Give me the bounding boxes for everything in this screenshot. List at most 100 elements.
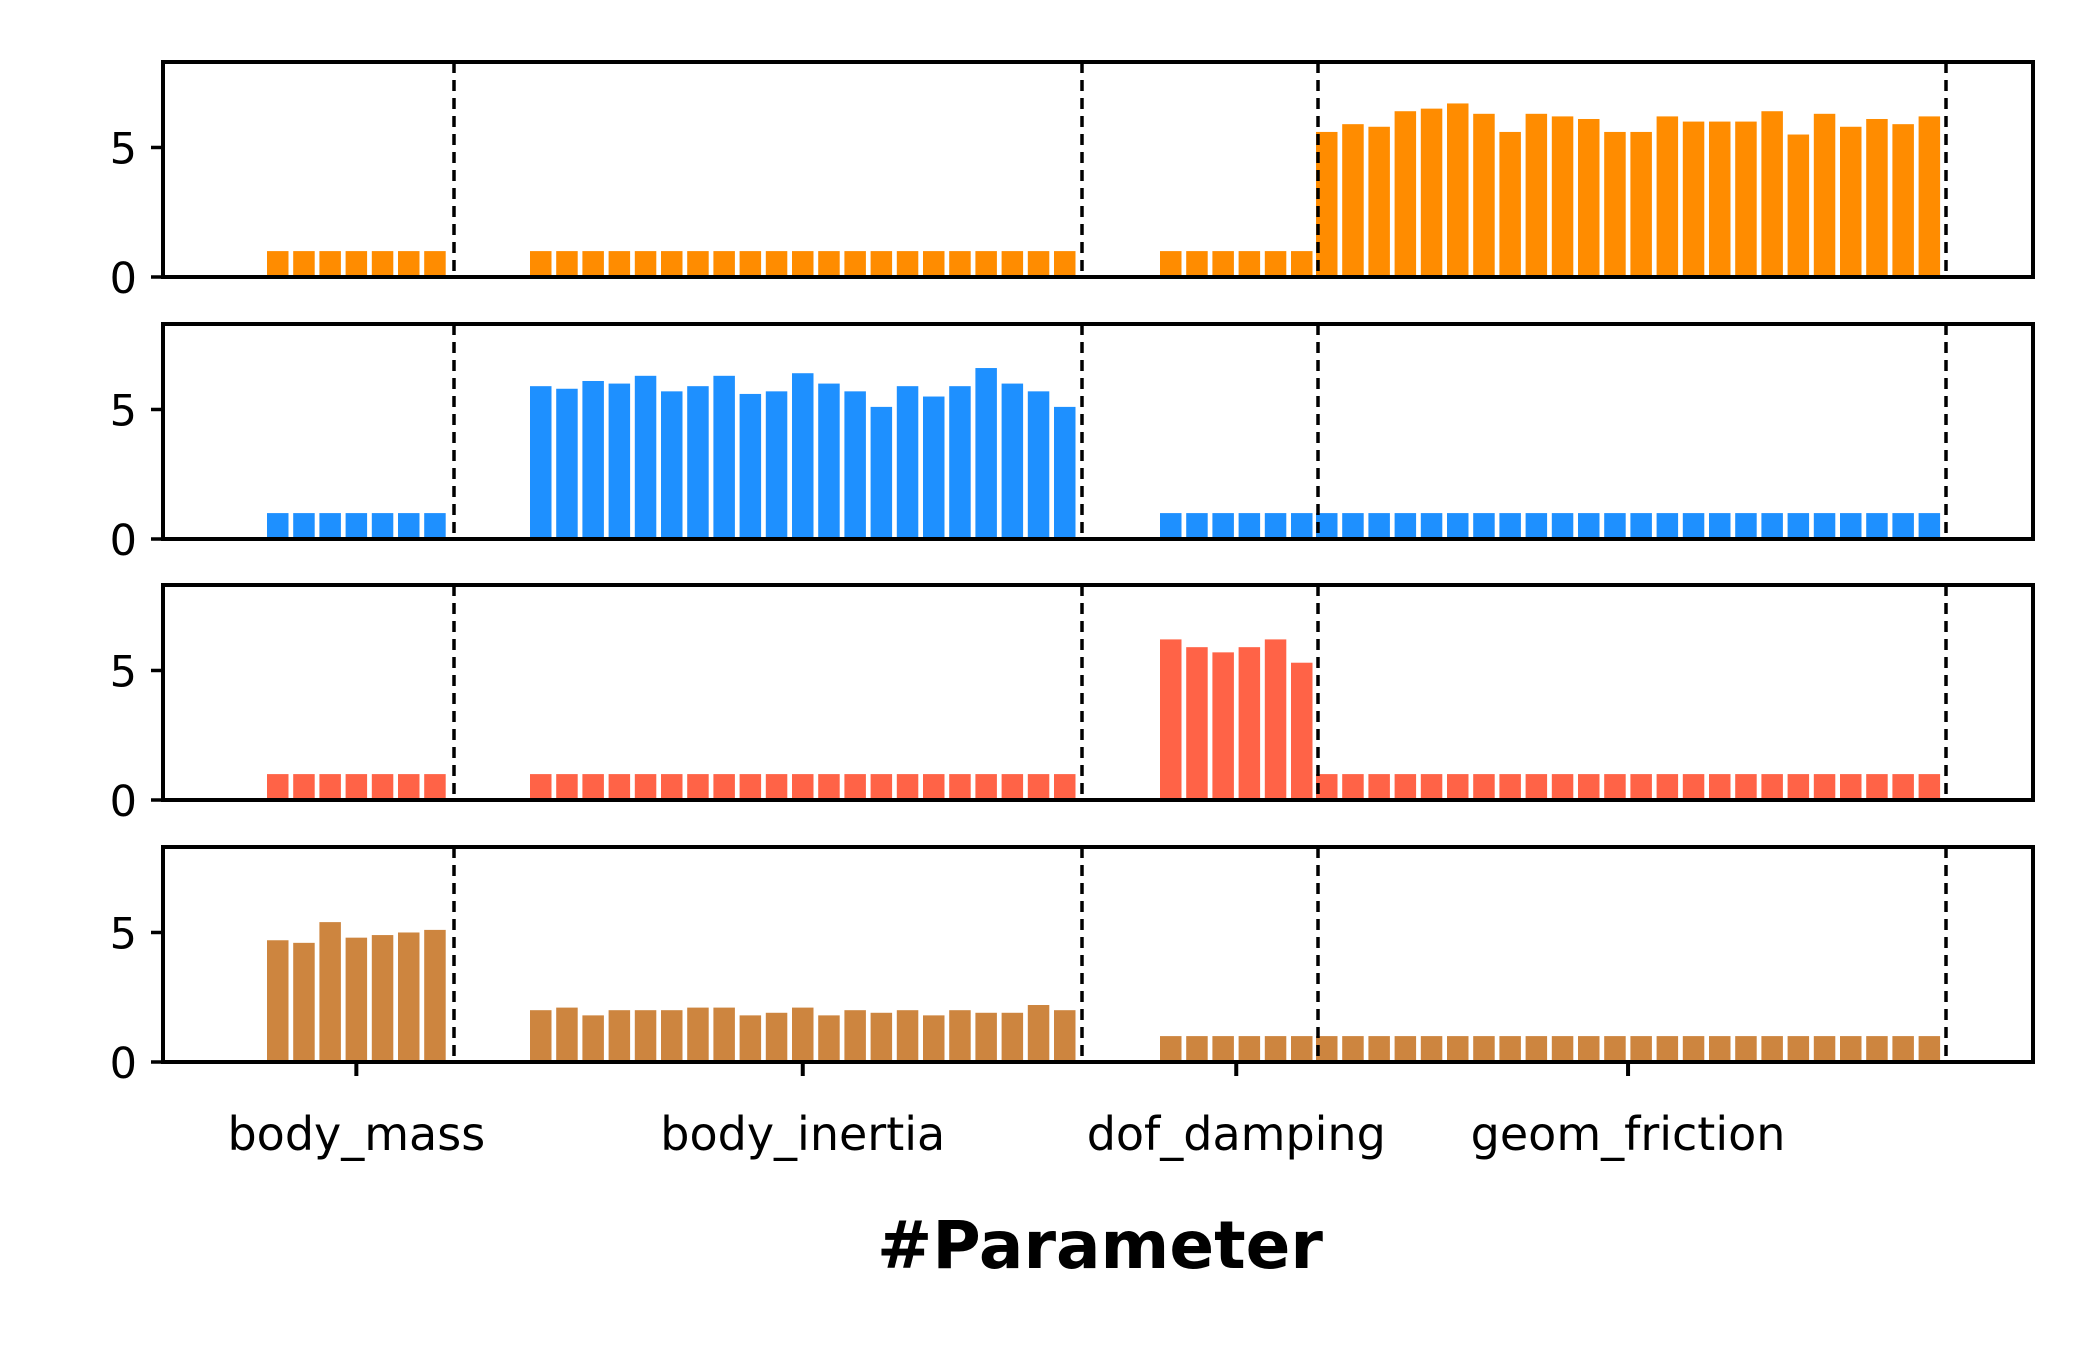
bar xyxy=(1186,251,1208,277)
bar xyxy=(844,774,866,800)
bar xyxy=(1682,1036,1705,1062)
bar xyxy=(1630,513,1652,539)
bar xyxy=(1840,774,1862,800)
panel-4: 05 xyxy=(110,845,2035,1089)
bar xyxy=(765,1012,788,1062)
bar xyxy=(1813,1036,1836,1062)
bar xyxy=(1316,774,1338,800)
bar xyxy=(1186,513,1208,539)
bar xyxy=(1342,774,1364,800)
bar xyxy=(634,251,657,277)
bar xyxy=(371,935,394,1062)
bar xyxy=(371,251,394,277)
bar xyxy=(1447,1036,1469,1062)
bar xyxy=(1813,774,1836,800)
bar xyxy=(1054,251,1076,277)
bar xyxy=(267,940,289,1062)
bar xyxy=(949,1010,971,1062)
bar xyxy=(1291,1036,1313,1062)
bar xyxy=(713,1007,735,1062)
bar xyxy=(371,513,394,539)
bar xyxy=(739,251,762,277)
bar xyxy=(661,1010,683,1062)
bar xyxy=(1578,774,1600,800)
y-tick-label: 5 xyxy=(110,386,137,436)
bar xyxy=(1866,1036,1888,1062)
bar xyxy=(818,251,840,277)
bar xyxy=(1212,251,1234,277)
bar xyxy=(1892,774,1914,800)
bar xyxy=(1630,1036,1652,1062)
bar xyxy=(556,774,578,800)
bar xyxy=(1918,774,1941,800)
bar xyxy=(792,774,814,800)
bar xyxy=(1787,1036,1810,1062)
bar xyxy=(923,1015,945,1062)
bar xyxy=(1054,406,1076,539)
bar xyxy=(844,391,866,539)
bar xyxy=(1001,251,1024,277)
bar xyxy=(1420,513,1443,539)
bar xyxy=(1551,1036,1574,1062)
bar xyxy=(739,393,762,539)
bar xyxy=(1813,513,1836,539)
bar xyxy=(1001,774,1024,800)
bar xyxy=(1787,513,1810,539)
bar xyxy=(687,251,709,277)
y-tick-label: 5 xyxy=(110,124,137,174)
bar xyxy=(1735,1036,1757,1062)
bar xyxy=(1866,513,1888,539)
x-tick-label: body_inertia xyxy=(660,1107,945,1161)
bar xyxy=(634,1010,657,1062)
bar xyxy=(687,1007,709,1062)
bar xyxy=(1186,1036,1208,1062)
bar xyxy=(1761,1036,1783,1062)
bar xyxy=(1160,639,1182,800)
bar xyxy=(975,251,997,277)
bar xyxy=(1212,652,1234,800)
bar xyxy=(1892,124,1914,277)
bar xyxy=(267,513,289,539)
bar xyxy=(1160,513,1182,539)
bar xyxy=(1447,103,1469,277)
bar xyxy=(319,251,341,277)
bar xyxy=(1787,774,1810,800)
bar xyxy=(1212,513,1234,539)
bar xyxy=(1238,251,1261,277)
bar xyxy=(424,513,446,539)
bar xyxy=(949,774,971,800)
bar xyxy=(1342,513,1364,539)
bar xyxy=(1368,774,1390,800)
bar xyxy=(896,251,919,277)
bar xyxy=(1238,513,1261,539)
bar xyxy=(1316,1036,1338,1062)
bar xyxy=(1291,513,1313,539)
bar xyxy=(293,251,315,277)
panel-frame xyxy=(161,845,2035,1064)
bar xyxy=(896,1010,919,1062)
bar xyxy=(398,251,420,277)
bar xyxy=(1160,251,1182,277)
bar xyxy=(1368,513,1390,539)
bar xyxy=(818,383,840,539)
bar xyxy=(792,1007,814,1062)
bar xyxy=(1735,121,1757,277)
bar xyxy=(1212,1036,1234,1062)
panel-frame xyxy=(161,583,2035,802)
bar xyxy=(398,932,420,1062)
bar xyxy=(896,774,919,800)
bar xyxy=(661,391,683,539)
bar xyxy=(975,774,997,800)
bar xyxy=(1840,1036,1862,1062)
bar xyxy=(1630,131,1652,277)
bar xyxy=(792,251,814,277)
bar xyxy=(1499,1036,1521,1062)
bar xyxy=(1342,1036,1364,1062)
bar xyxy=(870,1012,893,1062)
bar xyxy=(1709,513,1731,539)
panel-1: 05 xyxy=(110,60,2035,304)
bar xyxy=(1761,774,1783,800)
bar xyxy=(1813,113,1836,277)
